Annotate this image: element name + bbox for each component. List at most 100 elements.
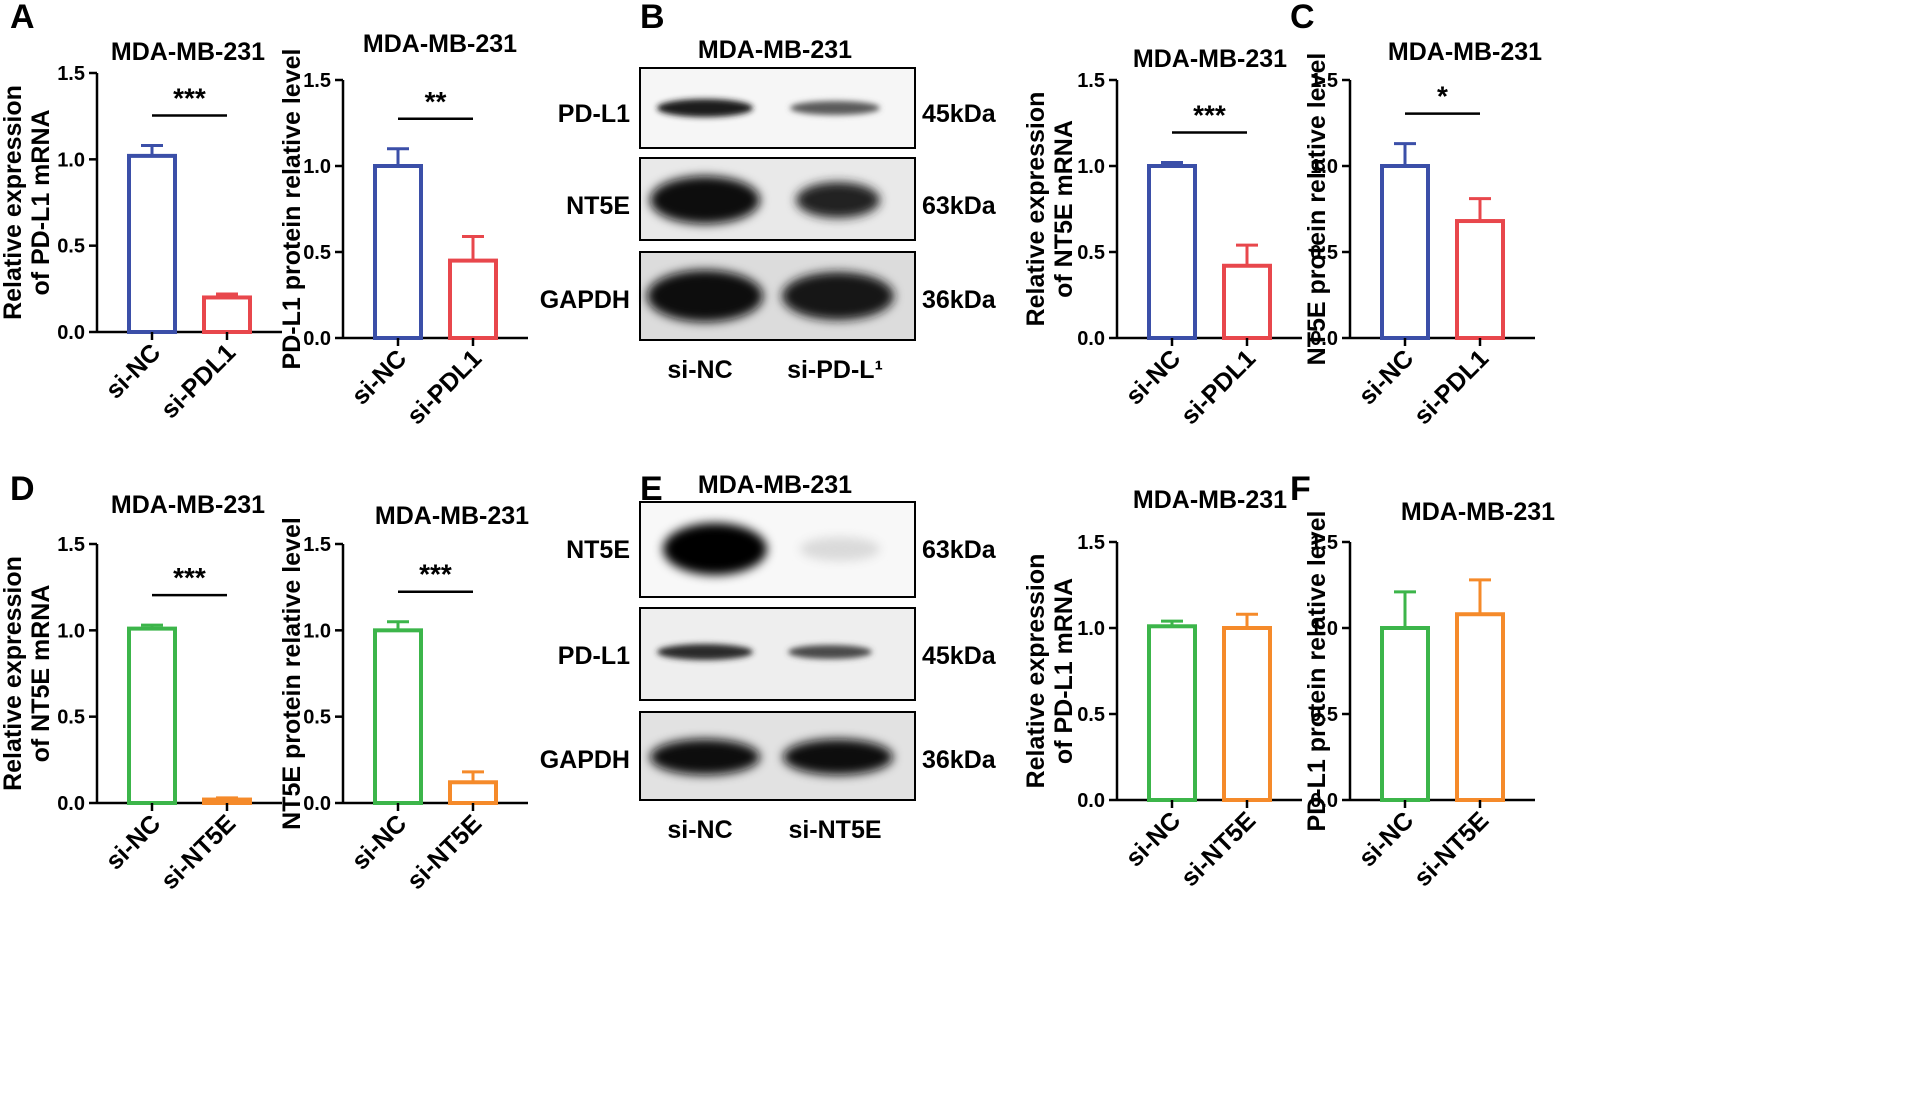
y-axis-label: Relative expression bbox=[1022, 92, 1050, 327]
y-tick-label: 1.0 bbox=[57, 620, 85, 642]
panel-letter-a: A bbox=[10, 0, 35, 36]
blot-row: GAPDH 36kDa bbox=[540, 251, 997, 341]
blot-row: GAPDH 36kDa bbox=[540, 711, 997, 801]
bar bbox=[1380, 626, 1430, 802]
panel-letter-b: B bbox=[640, 0, 665, 36]
bar bbox=[1455, 612, 1505, 802]
y-axis-label: PD-L1 protein relative level bbox=[1303, 511, 1331, 832]
blot-row-label: NT5E bbox=[566, 192, 630, 220]
blot-row: PD-L1 45kDa bbox=[558, 607, 997, 701]
y-tick-label: 0.5 bbox=[1310, 704, 1338, 726]
chart-d-nt5e-mrna: MDA-MB-231 Relative expression of NT5E mRN… bbox=[0, 491, 282, 895]
significance-label: *** bbox=[419, 559, 452, 590]
chart-c-nt5e-protein: MDA-MB-231 NT5E protein relative level0.0… bbox=[1303, 38, 1542, 430]
y-tick-label: 0.0 bbox=[1310, 328, 1338, 350]
blot-band bbox=[647, 270, 763, 322]
x-tick-label: si-PDL1 bbox=[402, 344, 488, 430]
x-tick-label: si-NC bbox=[1353, 344, 1419, 410]
blot-row: NT5E 63kDa bbox=[566, 157, 997, 241]
blot-size-label: 36kDa bbox=[922, 286, 997, 314]
y-axis-label: Relative expression bbox=[0, 85, 27, 320]
bar bbox=[373, 164, 423, 340]
blot-size-label: 36kDa bbox=[922, 746, 997, 774]
y-axis-label: of PD-L1 mRNA bbox=[27, 109, 55, 295]
x-tick-label: si-PDL1 bbox=[156, 338, 242, 424]
y-tick-label: 1.5 bbox=[57, 63, 85, 85]
blot-row-label: GAPDH bbox=[540, 746, 630, 774]
chart-title: MDA-MB-231 bbox=[1401, 498, 1555, 526]
bar bbox=[373, 628, 423, 805]
significance-label: ** bbox=[425, 86, 447, 117]
bar bbox=[202, 295, 252, 335]
blot-size-label: 63kDa bbox=[922, 536, 997, 564]
blot-band bbox=[657, 99, 753, 117]
x-tick-label: si-NT5E bbox=[1176, 806, 1262, 892]
chart-c-nt5e-mrna: MDA-MB-231 Relative expression of NT5E mRN… bbox=[1022, 45, 1302, 430]
y-axis-label: Relative expression bbox=[1022, 554, 1050, 789]
x-tick-label: si-NC bbox=[1120, 806, 1186, 872]
y-tick-label: 0.0 bbox=[57, 793, 85, 815]
x-tick-label: si-NC bbox=[346, 344, 412, 410]
blot-row: PD-L1 45kDa bbox=[558, 67, 997, 149]
bar bbox=[1380, 164, 1430, 340]
x-tick-label: si-NT5E bbox=[402, 809, 488, 895]
y-tick-label: 0.0 bbox=[1077, 790, 1105, 812]
blot-lane-label: si-NC bbox=[667, 816, 732, 844]
blot-lane-label: si-NT5E bbox=[788, 816, 881, 844]
bar bbox=[127, 153, 177, 334]
x-tick-label: si-NT5E bbox=[156, 809, 242, 895]
bar bbox=[1147, 624, 1197, 803]
y-tick-label: 0.5 bbox=[1077, 704, 1105, 726]
panel-letter-f: F bbox=[1290, 470, 1311, 508]
blot-band bbox=[788, 645, 872, 659]
y-tick-label: 1.5 bbox=[1310, 70, 1338, 92]
chart-f-pdl1-mrna: MDA-MB-231 Relative expression of PD-L1 mR… bbox=[1022, 486, 1302, 892]
y-tick-label: 1.5 bbox=[1310, 532, 1338, 554]
x-tick-label: si-PDL1 bbox=[1409, 344, 1495, 430]
chart-title: MDA-MB-231 bbox=[1388, 38, 1542, 66]
significance-label: *** bbox=[1193, 100, 1226, 131]
y-axis-label: of NT5E mRNA bbox=[27, 585, 55, 763]
y-tick-label: 1.5 bbox=[1077, 70, 1105, 92]
x-tick-label: si-NC bbox=[1120, 344, 1186, 410]
y-tick-label: 1.0 bbox=[1310, 156, 1338, 178]
blot-band bbox=[650, 176, 760, 224]
bar bbox=[448, 780, 498, 806]
blot-size-label: 45kDa bbox=[922, 100, 997, 128]
y-axis-label: of PD-L1 mRNA bbox=[1050, 578, 1078, 764]
chart-title: MDA-MB-231 bbox=[1133, 45, 1287, 73]
blot-band bbox=[657, 644, 753, 660]
blot-size-label: 63kDa bbox=[922, 192, 997, 220]
chart-title: MDA-MB-231 bbox=[111, 38, 265, 66]
y-axis-label: PD-L1 protein relative level bbox=[278, 49, 306, 370]
blot-row-label: GAPDH bbox=[540, 286, 630, 314]
blot-lane-label: si-PD-L¹ bbox=[787, 356, 883, 384]
bar bbox=[1222, 263, 1272, 341]
y-axis-label: NT5E protein relative level bbox=[1303, 53, 1331, 366]
blot-lane-label: si-NC bbox=[667, 356, 732, 384]
y-tick-label: 0.5 bbox=[1310, 242, 1338, 264]
bar bbox=[1222, 626, 1272, 802]
panel-letter-c: C bbox=[1290, 0, 1315, 36]
y-tick-label: 1.0 bbox=[1077, 156, 1105, 178]
blot-band bbox=[663, 523, 767, 575]
x-tick-label: si-NC bbox=[100, 809, 166, 875]
blot-band bbox=[783, 739, 893, 775]
significance-label: *** bbox=[173, 83, 206, 114]
y-axis-label: of NT5E mRNA bbox=[1050, 120, 1078, 298]
chart-title: MDA-MB-231 bbox=[1133, 486, 1287, 514]
blot-band bbox=[790, 101, 880, 115]
x-tick-label: si-PDL1 bbox=[1176, 344, 1262, 430]
blot-row-label: PD-L1 bbox=[558, 642, 630, 670]
chart-f-pdl1-protein: MDA-MB-231 PD-L1 protein relative level0.… bbox=[1303, 498, 1555, 892]
y-tick-label: 0.5 bbox=[57, 236, 85, 258]
chart-a-pdl1-mrna: MDA-MB-231 Relative expression of PD-L1 mR… bbox=[0, 38, 282, 424]
western-blot-b: MDA-MB-231 PD-L1 45kDa NT5E 63kDa GAPDH … bbox=[540, 36, 997, 384]
blot-row: NT5E 63kDa bbox=[566, 501, 997, 598]
bar bbox=[127, 626, 177, 806]
bar bbox=[202, 797, 252, 806]
y-tick-label: 1.0 bbox=[57, 149, 85, 171]
chart-a-pdl1-protein: MDA-MB-231 PD-L1 protein relative level0.… bbox=[278, 30, 528, 430]
blot-row-label: PD-L1 bbox=[558, 100, 630, 128]
